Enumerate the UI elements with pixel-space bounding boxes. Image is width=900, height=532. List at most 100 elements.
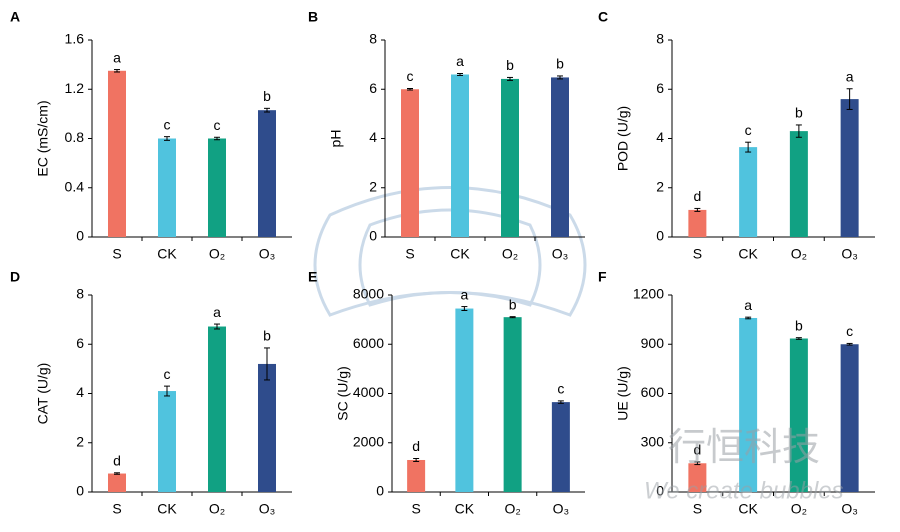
watermark-slogan: We create bubbles bbox=[644, 477, 844, 504]
error-bar bbox=[745, 316, 752, 320]
significance-letter: b bbox=[556, 56, 564, 72]
error-bar bbox=[745, 141, 752, 153]
y-axis-label: EC (mS/cm) bbox=[35, 100, 51, 176]
x-tick-label: CK bbox=[455, 501, 475, 517]
significance-letter: a bbox=[460, 286, 468, 302]
error-bar bbox=[694, 461, 701, 466]
bar bbox=[258, 110, 276, 237]
significance-letter: c bbox=[846, 323, 853, 339]
y-tick-label: 8 bbox=[76, 286, 84, 302]
x-tick-label: O₃ bbox=[259, 501, 276, 517]
significance-letter: b bbox=[263, 88, 271, 104]
y-axis-label: SC (U/g) bbox=[335, 366, 351, 420]
y-tick-label: 6 bbox=[656, 80, 664, 96]
x-tick-label: S bbox=[405, 246, 414, 262]
x-tick-label: O₂ bbox=[209, 501, 225, 517]
error-bar bbox=[509, 316, 516, 319]
y-tick-label: 0.4 bbox=[65, 178, 85, 194]
y-axis-label: UE (U/g) bbox=[615, 366, 631, 420]
error-bar bbox=[557, 400, 564, 404]
x-tick-label: O₂ bbox=[209, 246, 225, 262]
error-bar bbox=[461, 306, 468, 312]
bar bbox=[739, 317, 758, 492]
y-tick-label: 0 bbox=[76, 228, 84, 244]
y-tick-label: 2000 bbox=[353, 433, 384, 449]
bar bbox=[208, 138, 226, 237]
bar bbox=[840, 344, 859, 492]
significance-letter: d bbox=[412, 438, 420, 454]
error-bar bbox=[264, 107, 270, 113]
y-tick-label: 4000 bbox=[353, 384, 384, 400]
y-tick-label: 6 bbox=[76, 335, 84, 351]
y-tick-label: 0 bbox=[656, 483, 664, 499]
error-bar bbox=[407, 88, 413, 91]
x-tick-label: O₃ bbox=[841, 501, 858, 517]
significance-letter: b bbox=[795, 317, 803, 333]
significance-letter: a bbox=[456, 53, 464, 69]
bar bbox=[501, 78, 519, 237]
significance-letter: c bbox=[214, 117, 221, 133]
bar bbox=[158, 391, 176, 492]
error-bar bbox=[457, 72, 463, 76]
y-tick-label: 2 bbox=[656, 178, 664, 194]
error-bar bbox=[507, 76, 513, 81]
bar bbox=[688, 209, 707, 237]
error-bar bbox=[557, 75, 563, 80]
significance-letter: b bbox=[506, 57, 514, 73]
y-tick-label: 8000 bbox=[353, 286, 384, 302]
bar bbox=[401, 89, 419, 237]
error-bar bbox=[164, 385, 170, 397]
bar bbox=[739, 147, 758, 237]
bar bbox=[503, 317, 522, 492]
bar bbox=[840, 99, 859, 237]
bar bbox=[108, 70, 126, 237]
significance-letter: b bbox=[795, 105, 803, 121]
bar bbox=[451, 74, 469, 237]
x-tick-label: O₃ bbox=[552, 246, 569, 262]
x-tick-label: O₂ bbox=[504, 501, 520, 517]
y-tick-label: 4 bbox=[369, 129, 377, 145]
error-bar bbox=[795, 337, 802, 340]
significance-letter: d bbox=[693, 442, 701, 458]
x-tick-label: CK bbox=[157, 246, 177, 262]
bar bbox=[789, 131, 808, 237]
x-tick-label: O₂ bbox=[502, 246, 518, 262]
bar bbox=[108, 473, 126, 492]
significance-letter: c bbox=[557, 381, 564, 397]
y-tick-label: 1.2 bbox=[65, 80, 85, 96]
significance-letter: c bbox=[407, 68, 414, 84]
significance-letter: b bbox=[509, 296, 517, 312]
x-tick-label: O₃ bbox=[553, 501, 570, 517]
y-tick-label: 8 bbox=[656, 31, 664, 47]
error-bar bbox=[114, 472, 120, 475]
panel-label: E bbox=[308, 269, 317, 285]
x-tick-label: O₂ bbox=[791, 246, 807, 262]
y-tick-label: 300 bbox=[641, 433, 665, 449]
bar bbox=[455, 308, 474, 492]
bar bbox=[158, 138, 176, 237]
error-bar bbox=[413, 458, 420, 462]
y-tick-label: 6000 bbox=[353, 335, 384, 351]
y-tick-label: 0.8 bbox=[65, 129, 85, 145]
y-tick-label: 0 bbox=[369, 228, 377, 244]
y-tick-label: 1.6 bbox=[65, 31, 85, 47]
x-tick-label: S bbox=[411, 501, 420, 517]
y-tick-label: 2 bbox=[369, 178, 377, 194]
error-bar bbox=[264, 347, 270, 381]
y-tick-label: 8 bbox=[369, 31, 377, 47]
error-bar bbox=[114, 69, 120, 73]
error-bar bbox=[214, 136, 220, 141]
bar bbox=[789, 338, 808, 492]
panel-label: B bbox=[308, 9, 318, 25]
panel-label: C bbox=[598, 9, 608, 25]
significance-letter: c bbox=[164, 116, 171, 132]
y-axis-label: CAT (U/g) bbox=[35, 363, 51, 425]
significance-letter: a bbox=[213, 304, 221, 320]
y-tick-label: 0 bbox=[656, 228, 664, 244]
significance-letter: c bbox=[164, 366, 171, 382]
y-tick-label: 4 bbox=[656, 129, 664, 145]
y-tick-label: 0 bbox=[76, 483, 84, 499]
y-tick-label: 900 bbox=[641, 335, 665, 351]
error-bar bbox=[164, 136, 170, 141]
bar bbox=[258, 363, 276, 492]
